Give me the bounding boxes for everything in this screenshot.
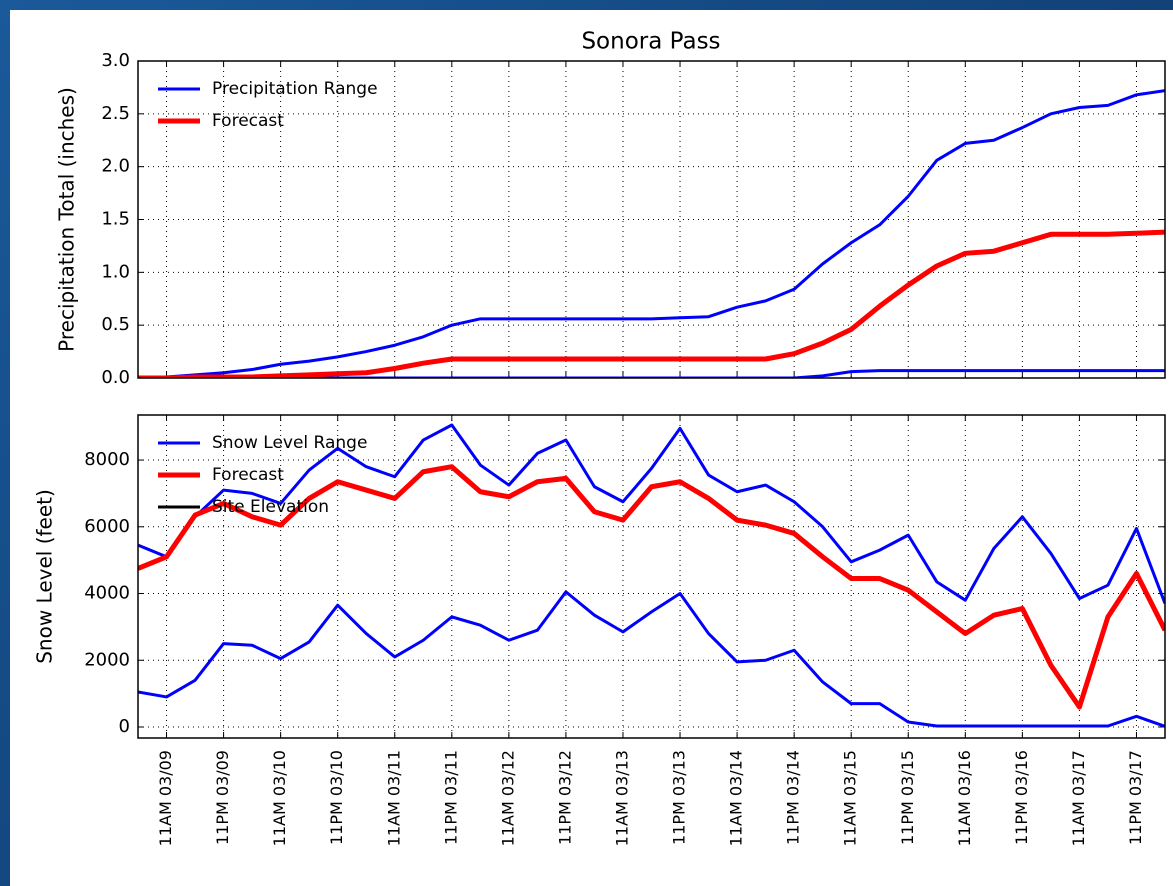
x-tick-label: 11AM 03/16 [955, 750, 974, 846]
range-upper-line [138, 423, 1165, 605]
x-tick-label: 11PM 03/12 [555, 750, 574, 845]
legend-label: Forecast [212, 465, 284, 485]
x-tick-label: 11AM 03/11 [384, 750, 403, 846]
x-tick-label: 11AM 03/09 [156, 750, 175, 846]
range-lower-line [138, 369, 1165, 378]
y-tick-label: 0.0 [101, 367, 130, 388]
plot-frame [137, 414, 1166, 739]
plot-frame [137, 60, 1166, 379]
y-tick-label: 1.0 [101, 261, 130, 282]
x-tick-label: 11AM 03/17 [1069, 750, 1088, 846]
forecast-line [138, 464, 1165, 710]
x-tick-label: 11AM 03/10 [270, 750, 289, 846]
x-tick-label: 11PM 03/10 [327, 750, 346, 845]
y-tick-label: 0 [119, 716, 130, 737]
y-tick-label: 3.0 [101, 50, 130, 71]
plot-area [138, 61, 1165, 378]
y-tick-label: 2.5 [101, 103, 130, 124]
legend-label: Snow Level Range [212, 433, 367, 453]
x-tick-label: 11PM 03/09 [213, 750, 232, 845]
y-axis-label: Precipitation Total (inches) [55, 87, 79, 352]
x-tick-label: 11PM 03/14 [784, 750, 803, 845]
x-tick-label: 11PM 03/16 [1012, 750, 1031, 845]
plot-area [138, 415, 1165, 738]
x-tick-label: 11PM 03/17 [1126, 750, 1145, 845]
range-lower-line [138, 590, 1165, 728]
y-tick-label: 8000 [84, 449, 130, 470]
y-tick-label: 4000 [84, 583, 130, 604]
y-tick-label: 2000 [84, 649, 130, 670]
y-tick-label: 6000 [84, 516, 130, 537]
legend-label: Precipitation Range [212, 79, 378, 99]
forecast-line [138, 229, 1165, 378]
x-tick-label: 11AM 03/13 [612, 750, 631, 846]
legend-label: Site Elevation [212, 497, 329, 517]
y-tick-label: 1.5 [101, 209, 130, 230]
x-tick-label: 11AM 03/14 [727, 750, 746, 846]
chart-title: Sonora Pass [581, 29, 720, 55]
x-tick-label: 11PM 03/13 [670, 750, 689, 845]
x-tick-label: 11PM 03/15 [898, 750, 917, 845]
x-tick-label: 11PM 03/11 [441, 750, 460, 845]
legend-label: Forecast [212, 111, 284, 131]
x-tick-label: 11AM 03/15 [841, 750, 860, 846]
y-axis-label: Snow Level (feet) [33, 489, 57, 664]
x-tick-label: 11AM 03/12 [498, 750, 517, 846]
y-tick-label: 2.0 [101, 156, 130, 177]
y-tick-label: 0.5 [101, 314, 130, 335]
range-upper-line [138, 89, 1165, 378]
